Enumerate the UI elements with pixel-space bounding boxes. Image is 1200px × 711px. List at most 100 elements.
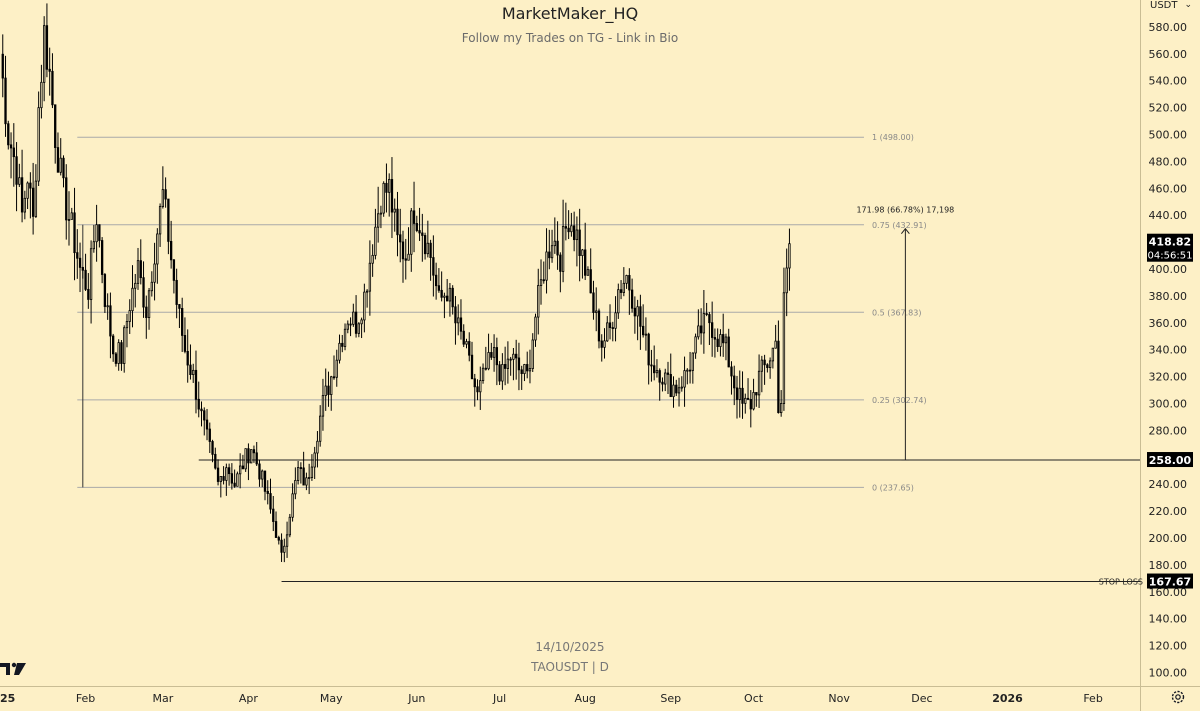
candle-body bbox=[578, 229, 581, 256]
candle-body bbox=[139, 260, 142, 279]
candle-body bbox=[553, 240, 556, 247]
gear-icon[interactable] bbox=[1170, 689, 1186, 705]
candle-body bbox=[526, 364, 529, 372]
candle-body bbox=[446, 295, 449, 302]
candle-body bbox=[600, 340, 603, 348]
candle-body bbox=[357, 323, 360, 334]
x-tick-label: May bbox=[320, 692, 343, 705]
candle-body bbox=[153, 263, 156, 283]
candle-body bbox=[59, 157, 62, 173]
candle-body bbox=[426, 242, 430, 255]
candle-body bbox=[719, 334, 722, 348]
candle-body bbox=[509, 358, 512, 361]
candle-body bbox=[147, 290, 151, 319]
x-tick-label: Sep bbox=[660, 692, 681, 705]
candle-body bbox=[683, 370, 686, 388]
candle-body bbox=[780, 403, 783, 414]
annotation-layer: 1 (498.00) 0.75 (432.91) 0.5 (367.83) 0.25 … bbox=[77, 133, 1143, 587]
candle-body bbox=[592, 292, 595, 313]
candle-body bbox=[688, 369, 692, 372]
candle-body bbox=[98, 224, 101, 241]
candle-body bbox=[203, 410, 206, 421]
candle-body bbox=[167, 198, 170, 242]
currency-selector[interactable]: USDT ⌄ bbox=[1150, 0, 1192, 14]
y-tick-label: 440.00 bbox=[1149, 209, 1188, 222]
candle-body bbox=[269, 493, 272, 510]
x-tick-label: Feb bbox=[76, 692, 95, 705]
candle-body bbox=[76, 252, 79, 259]
candle-body bbox=[503, 364, 507, 369]
candle-body bbox=[250, 449, 253, 464]
candle-body bbox=[421, 232, 424, 236]
candle-body bbox=[385, 182, 388, 193]
candle-body bbox=[34, 180, 38, 217]
candle-body bbox=[669, 374, 672, 398]
candle-body bbox=[724, 336, 728, 344]
candle-body bbox=[219, 476, 222, 482]
y-tick-label: 140.00 bbox=[1149, 613, 1188, 626]
candle-body bbox=[365, 290, 369, 293]
time-axis[interactable]: 2025 Feb Mar Apr May Jun Jul Aug Sep Oct Nov Dec 202… bbox=[0, 692, 1103, 705]
x-tick-label: 2025 bbox=[0, 692, 15, 705]
candle-body bbox=[78, 257, 82, 268]
candle-body bbox=[321, 395, 325, 417]
candle-body bbox=[699, 325, 703, 334]
watermark-symbol: TAOUSDT | D bbox=[531, 660, 609, 674]
candle-body bbox=[470, 354, 474, 380]
candle-body bbox=[664, 372, 667, 385]
candle-body bbox=[131, 287, 134, 312]
candle-body bbox=[597, 310, 601, 342]
candle-body bbox=[611, 327, 614, 329]
x-tick-label: 2026 bbox=[992, 692, 1023, 705]
last-price-value: 418.82 bbox=[1149, 236, 1191, 249]
candle-body bbox=[548, 251, 551, 259]
x-tick-label: Feb bbox=[1083, 692, 1102, 705]
candle-body bbox=[675, 384, 678, 394]
candle-body bbox=[586, 269, 590, 276]
candle-body bbox=[484, 367, 487, 370]
tradingview-logo-icon[interactable] bbox=[0, 660, 26, 676]
candle-body bbox=[241, 465, 245, 470]
fib-level-label: 0 (237.65) bbox=[872, 483, 914, 492]
candle-body bbox=[142, 277, 145, 308]
candle-body bbox=[561, 226, 565, 272]
candle-body bbox=[178, 304, 181, 309]
stop-loss-price-tag: 167.67 bbox=[1149, 576, 1191, 589]
candle-body bbox=[457, 317, 460, 324]
candle-body bbox=[749, 399, 752, 410]
y-tick-label: 280.00 bbox=[1149, 424, 1188, 437]
candle-body bbox=[48, 68, 51, 72]
candle-body bbox=[746, 397, 750, 400]
candle-body bbox=[531, 339, 534, 369]
candle-body bbox=[423, 235, 427, 255]
candle-body bbox=[305, 477, 308, 486]
candle-body bbox=[559, 254, 562, 272]
candle-body bbox=[117, 342, 120, 364]
candle-body bbox=[227, 467, 231, 475]
candle-body bbox=[738, 387, 741, 400]
y-tick-label: 200.00 bbox=[1149, 532, 1188, 545]
candle-body bbox=[476, 386, 479, 393]
candle-body bbox=[120, 342, 123, 364]
chart-title: MarketMaker_HQ bbox=[501, 4, 639, 23]
candle-body bbox=[18, 177, 21, 185]
candle-body bbox=[575, 229, 579, 241]
candle-body bbox=[459, 317, 463, 332]
candle-body bbox=[567, 227, 570, 233]
candle-body bbox=[619, 289, 623, 293]
candle-body bbox=[164, 189, 167, 200]
candle-body bbox=[296, 467, 300, 481]
candle-body bbox=[9, 144, 13, 149]
candle-body bbox=[757, 370, 761, 396]
candle-body bbox=[677, 387, 681, 394]
candle-body bbox=[156, 233, 159, 265]
candle-body bbox=[492, 347, 496, 358]
candle-body bbox=[393, 208, 396, 213]
candle-body bbox=[744, 397, 747, 404]
candles-layer bbox=[1, 3, 791, 563]
candle-body bbox=[412, 210, 416, 224]
candle-body bbox=[106, 305, 109, 308]
candle-body bbox=[181, 308, 184, 336]
